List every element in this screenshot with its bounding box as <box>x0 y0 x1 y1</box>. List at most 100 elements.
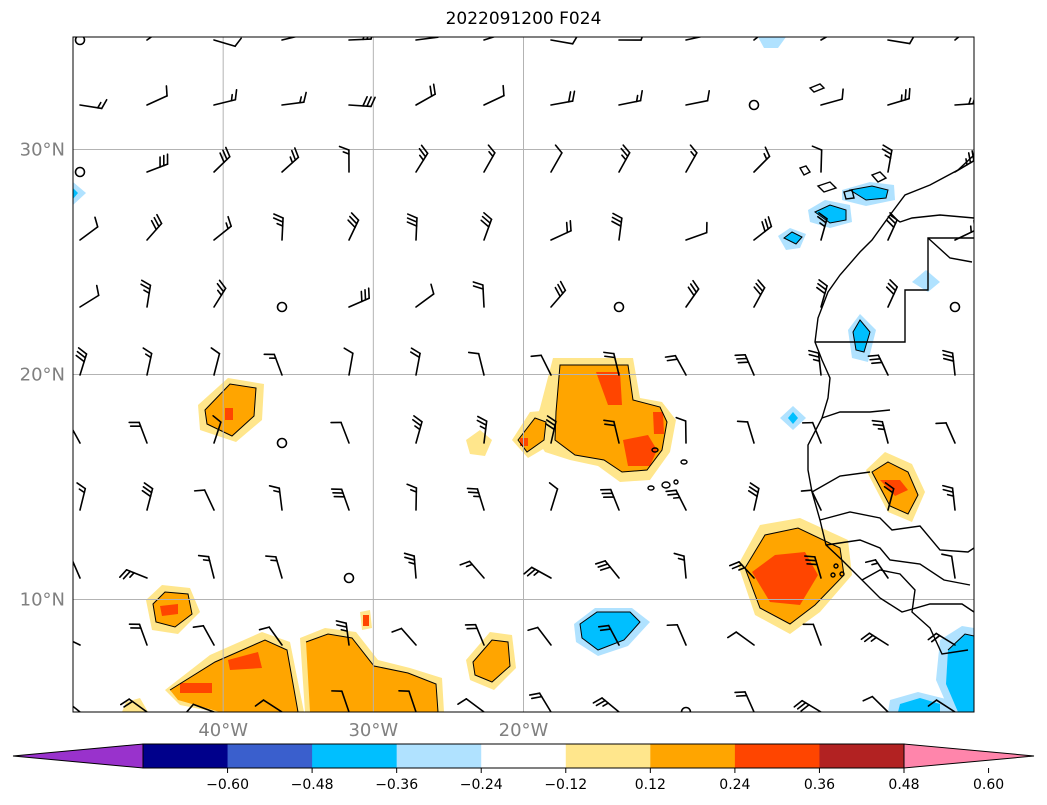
wind-barb <box>466 487 485 511</box>
border-line <box>811 471 871 493</box>
wind-barb <box>79 216 99 241</box>
wind-barb <box>210 347 221 376</box>
anomaly-contour <box>758 37 786 48</box>
wind-barb <box>860 632 889 646</box>
colorbar-segment <box>565 744 651 768</box>
colorbar-segment <box>396 744 482 768</box>
anomaly-contour <box>850 186 888 200</box>
wind-barb <box>483 84 505 106</box>
wind-barb <box>666 623 687 646</box>
wind-barb <box>483 37 497 41</box>
calm-circle <box>74 166 86 178</box>
wind-barb <box>335 620 350 646</box>
contour-line <box>814 204 847 224</box>
wind-barb <box>885 279 898 308</box>
wind-barb <box>727 631 755 646</box>
calm-circle <box>276 301 288 313</box>
wind-barb <box>398 689 417 712</box>
wind-barb <box>483 144 496 173</box>
wind-barb <box>457 698 485 712</box>
contour-line <box>871 461 919 515</box>
wind-barb <box>348 95 376 108</box>
anomaly-contour <box>160 604 178 616</box>
wind-barb <box>685 37 704 41</box>
wind-barb <box>736 420 755 444</box>
wind-barb <box>141 482 154 511</box>
anomaly-contour <box>306 634 438 712</box>
wind-barb <box>820 88 844 106</box>
wind-barb <box>79 284 100 308</box>
wind-barb <box>592 697 620 712</box>
wind-barb <box>753 146 771 173</box>
wind-barb <box>550 220 572 241</box>
axis-labels: 30°N 20°N 10°N 40°W 30°W 20°W <box>20 140 549 742</box>
calm-circle <box>343 572 355 584</box>
wind-barb <box>881 144 893 173</box>
wind-barb <box>611 212 623 241</box>
anomaly-contour <box>815 205 846 223</box>
anomaly-contour <box>170 640 298 712</box>
island <box>833 563 839 569</box>
wind-barb <box>548 482 559 511</box>
wind-barb <box>685 90 711 106</box>
colorbar-tick-label: −0.36 <box>375 777 418 793</box>
wind-barb <box>459 560 485 579</box>
wind-barb <box>128 623 148 646</box>
wind-barb <box>942 349 956 376</box>
colorbar-tick-label: 0.60 <box>973 777 1004 793</box>
wind-barb <box>140 279 152 308</box>
wind-barb <box>391 627 417 646</box>
wind-barb <box>348 287 370 308</box>
wind-barb <box>811 145 823 173</box>
wind-barb <box>665 489 687 511</box>
wind-barb <box>415 144 429 173</box>
wind-barb <box>263 353 283 376</box>
colorbar-segment <box>650 744 736 768</box>
wind-barb <box>804 555 822 579</box>
wind-barb <box>728 561 755 579</box>
colorbar-tick-label: −0.48 <box>291 777 334 793</box>
anomaly-contour <box>946 634 974 712</box>
contour-line <box>472 639 511 683</box>
contour-line <box>204 383 257 437</box>
wind-barb <box>347 212 360 241</box>
wind-barb <box>343 347 354 376</box>
border-line <box>819 511 974 553</box>
wind-barb <box>523 566 552 579</box>
island <box>830 572 836 578</box>
wind-barb <box>412 415 423 444</box>
wind-barb <box>348 37 373 41</box>
wind-barb <box>331 690 350 712</box>
wind-barb <box>599 488 620 511</box>
colorbar-tick-label: 0.12 <box>635 777 666 793</box>
wind-barb <box>747 482 760 511</box>
anomaly-contour <box>473 640 510 682</box>
wind-barb <box>954 219 974 241</box>
colorbar-tick-label: 0.48 <box>888 777 919 793</box>
calm-circle <box>748 99 760 111</box>
colorbar-segment <box>481 744 567 768</box>
island <box>673 479 679 485</box>
wind-barb <box>213 146 231 173</box>
wind-barb <box>193 489 215 511</box>
colorbar-frame <box>142 743 905 769</box>
island <box>808 83 826 93</box>
wind-barb <box>415 83 436 106</box>
wind-barb <box>685 221 708 241</box>
anomaly-contour <box>623 435 657 466</box>
wind-barb <box>192 624 215 646</box>
wind-barb <box>213 37 242 48</box>
wind-barb <box>476 415 488 444</box>
map-title: 2022091200 F024 <box>445 9 602 29</box>
wind-barbs <box>73 37 974 712</box>
wind-barb <box>941 553 956 579</box>
contour-line <box>152 591 193 628</box>
contour-line <box>517 417 547 453</box>
wind-barb <box>213 89 238 106</box>
wind-barb <box>862 695 889 712</box>
wind-barb <box>338 145 350 173</box>
contour-line <box>579 611 641 651</box>
anomaly-contour <box>225 408 233 420</box>
colorbar-extend-min <box>12 743 144 769</box>
border-line <box>821 409 891 419</box>
